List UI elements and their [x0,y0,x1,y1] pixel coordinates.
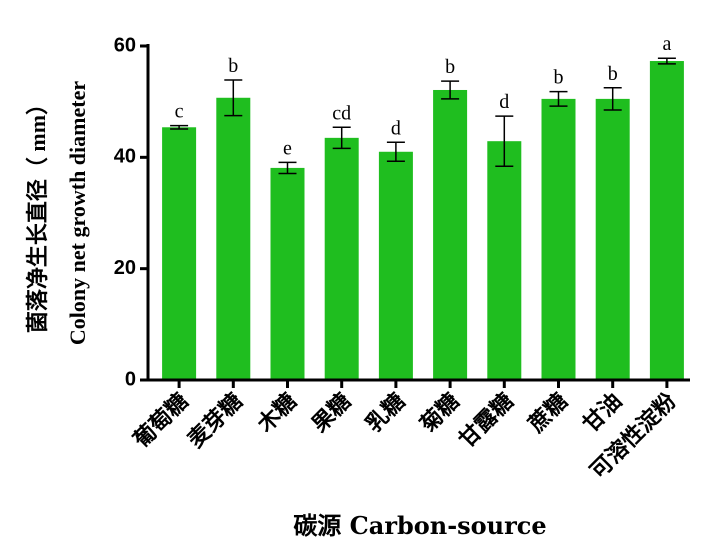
x-tick-label: 麦芽糖 [183,388,248,453]
x-tick-label: 甘油 [578,389,627,438]
x-tick-label: 木糖 [252,388,302,438]
significance-letter: b [228,55,238,77]
significance-letter: a [662,33,671,55]
significance-letter: cd [332,102,351,124]
bar [216,97,251,381]
x-tick-label: 甘露糖 [454,388,519,453]
y-axis-label: Colony net growth diameter [65,81,90,345]
y-axis-label: 菌落净生长直径（ mm） [25,93,50,333]
bar [433,89,468,380]
x-tick-label: 菊糖 [415,388,465,438]
x-tick-label: 葡萄糖 [128,388,194,454]
bar [270,167,305,380]
significance-letter: c [175,101,184,123]
significance-letter: b [554,67,564,89]
y-tick-label: 40 [114,146,136,168]
x-tick-label: 果糖 [307,388,357,438]
x-tick-label: 蔗糖 [523,388,573,438]
x-axis-label: 碳源 Carbon-source [293,511,546,540]
significance-letter: b [608,63,618,85]
significance-letter: e [283,137,292,159]
bar [487,141,522,380]
bar [595,98,630,380]
significance-letter: b [445,56,455,78]
bar [378,151,413,380]
bar [541,98,576,380]
y-tick-label: 0 [125,368,136,390]
significance-letter: d [391,117,401,139]
y-tick-label: 20 [114,257,136,279]
bar [162,127,197,380]
y-tick-label: 60 [114,34,136,56]
significance-letter: d [499,91,509,113]
bar [649,61,684,380]
bar [324,137,359,380]
x-tick-label: 乳糖 [361,388,411,438]
